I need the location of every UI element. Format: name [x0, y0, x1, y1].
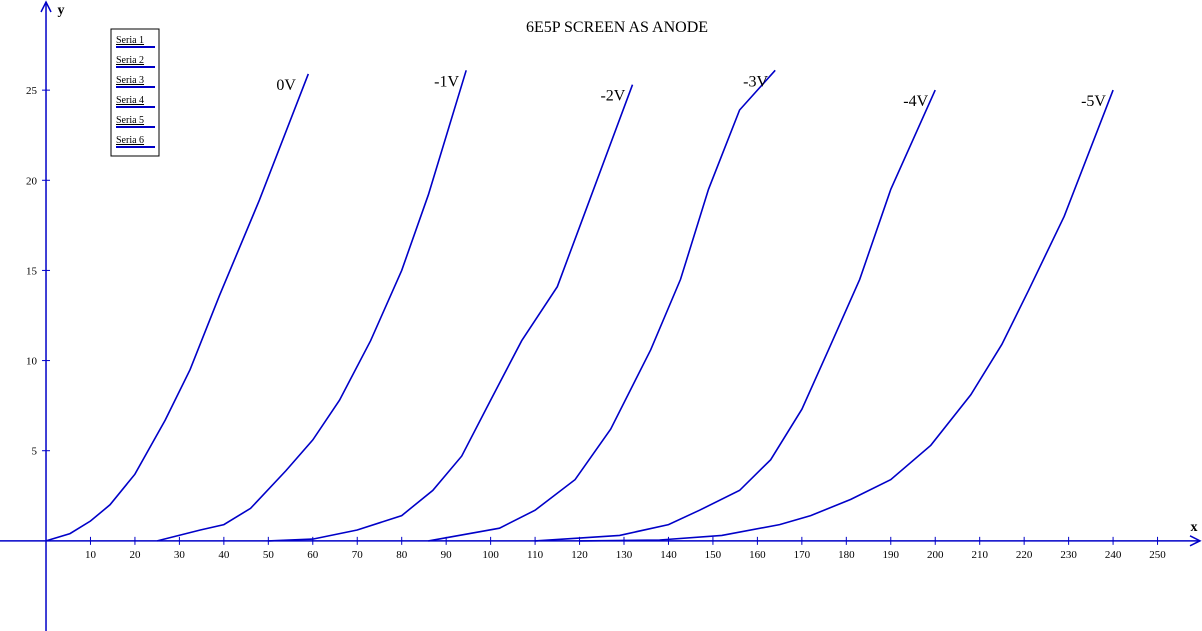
- x-tick-label: 250: [1149, 549, 1166, 561]
- y-tick-label: 20: [26, 175, 38, 187]
- curve-label: -1V: [434, 73, 459, 90]
- y-tick-label: 10: [26, 356, 38, 368]
- curve-label: -4V: [903, 93, 928, 110]
- x-tick-label: 200: [927, 549, 944, 561]
- y-axis-label: y: [58, 3, 65, 18]
- x-tick-label: 220: [1016, 549, 1033, 561]
- curve-label: -5V: [1081, 93, 1106, 110]
- x-tick-label: 150: [705, 549, 722, 561]
- x-tick-label: 240: [1105, 549, 1122, 561]
- x-tick-label: 180: [838, 549, 855, 561]
- legend-box: [110, 28, 160, 157]
- x-tick-label: 140: [660, 549, 677, 561]
- legend-label: Seria 2: [116, 55, 144, 66]
- x-tick-label: 120: [571, 549, 588, 561]
- x-tick-label: 10: [85, 549, 97, 561]
- legend-label: Seria 4: [116, 95, 144, 106]
- x-tick-label: 70: [352, 549, 364, 561]
- x-tick-label: 30: [174, 549, 186, 561]
- x-tick-label: 110: [527, 549, 544, 561]
- x-tick-label: 60: [307, 549, 319, 561]
- series-line: [428, 69, 776, 542]
- x-tick-label: 20: [129, 549, 141, 561]
- x-tick-label: 160: [749, 549, 766, 561]
- x-tick-label: 100: [482, 549, 499, 561]
- y-tick-label: 5: [32, 446, 38, 458]
- x-tick-label: 50: [263, 549, 275, 561]
- x-axis-label: x: [1191, 520, 1198, 535]
- x-tick-label: 190: [883, 549, 900, 561]
- y-tick-label: 15: [26, 265, 38, 277]
- series-line: [268, 84, 634, 542]
- y-axis-arrow: [40, 0, 52, 13]
- x-tick-label: 80: [396, 549, 408, 561]
- curve-label: -2V: [600, 88, 625, 105]
- x-tick-label: 90: [441, 549, 453, 561]
- series-line: [45, 73, 310, 542]
- x-tick-label: 170: [794, 549, 811, 561]
- y-tick-label: 25: [26, 85, 38, 97]
- legend-label: Seria 3: [116, 75, 144, 86]
- x-axis-arrow: [1189, 535, 1202, 547]
- curve-label: 0V: [276, 77, 296, 94]
- series-line: [579, 89, 1114, 542]
- x-tick-label: 210: [971, 549, 988, 561]
- legend-label: Seria 1: [116, 35, 144, 46]
- series-line: [535, 89, 936, 542]
- x-tick-label: 40: [218, 549, 230, 561]
- curve-label: -3V: [743, 73, 768, 90]
- x-tick-label: 130: [616, 549, 633, 561]
- legend-label: Seria 6: [116, 135, 144, 146]
- legend-label: Seria 5: [116, 115, 144, 126]
- x-tick-label: 230: [1060, 549, 1077, 561]
- series-line: [157, 70, 467, 542]
- chart-title: 6E5P SCREEN AS ANODE: [526, 19, 708, 36]
